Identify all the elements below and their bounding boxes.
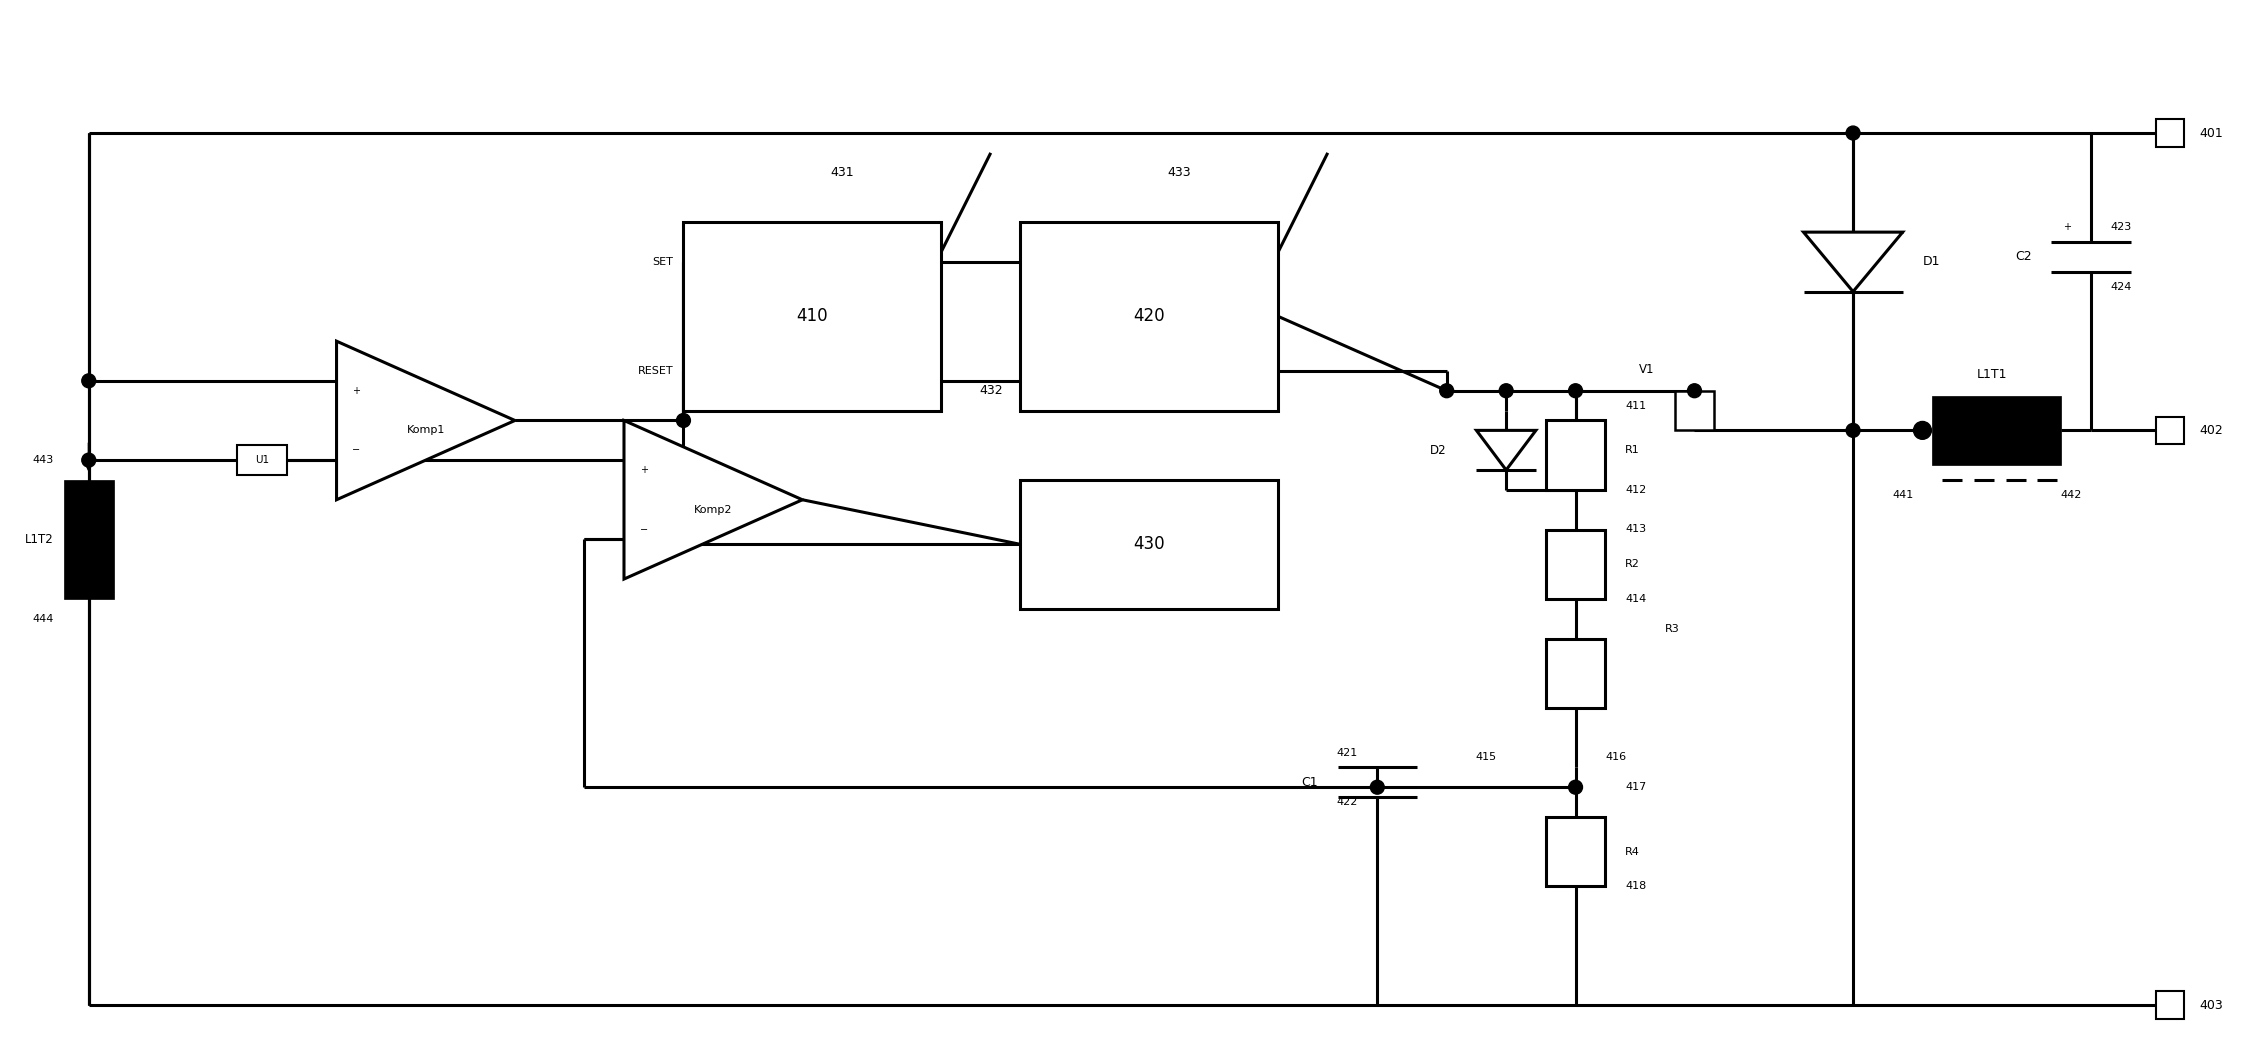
Text: R2: R2 — [1624, 559, 1640, 569]
Text: 424: 424 — [2110, 282, 2132, 291]
Text: 421: 421 — [1337, 748, 1358, 757]
Polygon shape — [623, 420, 802, 579]
Text: R4: R4 — [1624, 846, 1640, 857]
Bar — [63, 480, 113, 599]
Bar — [1545, 639, 1606, 707]
Circle shape — [1568, 383, 1584, 398]
Polygon shape — [1803, 232, 1902, 291]
Circle shape — [1500, 383, 1514, 398]
Text: 431: 431 — [831, 166, 854, 179]
Circle shape — [1846, 424, 1859, 437]
Text: V1: V1 — [1640, 363, 1656, 376]
Text: U1: U1 — [255, 455, 269, 465]
Bar — [1545, 420, 1606, 490]
Bar — [1021, 480, 1279, 609]
Text: R1: R1 — [1624, 445, 1640, 455]
Text: D2: D2 — [1430, 444, 1446, 456]
Circle shape — [81, 374, 95, 388]
Bar — [237, 445, 287, 475]
Circle shape — [675, 413, 691, 428]
Text: 401: 401 — [2198, 126, 2223, 140]
Text: Komp2: Komp2 — [694, 505, 732, 515]
Text: 417: 417 — [1624, 783, 1647, 792]
Text: +: + — [352, 385, 361, 396]
Circle shape — [1568, 780, 1584, 794]
Text: 441: 441 — [1893, 490, 1913, 500]
Text: L1T2: L1T2 — [25, 533, 54, 545]
Bar — [1545, 816, 1606, 886]
Text: 414: 414 — [1624, 594, 1647, 604]
Circle shape — [1913, 421, 1931, 439]
Text: 433: 433 — [1168, 166, 1190, 179]
Circle shape — [81, 453, 95, 467]
Text: D1: D1 — [1922, 255, 1940, 268]
Text: −: − — [639, 524, 648, 535]
Text: 444: 444 — [32, 614, 54, 624]
Text: 415: 415 — [1475, 753, 1495, 762]
Bar — [1931, 396, 2060, 465]
Text: C2: C2 — [2015, 250, 2031, 264]
Text: 411: 411 — [1624, 400, 1647, 411]
Text: +: + — [639, 465, 648, 475]
Text: SET: SET — [653, 257, 673, 267]
Text: −: − — [352, 445, 361, 455]
Text: R3: R3 — [1665, 624, 1678, 633]
Text: 443: 443 — [34, 455, 54, 465]
Circle shape — [1371, 780, 1385, 794]
Text: L1T1: L1T1 — [1977, 367, 2006, 381]
Text: 402: 402 — [2198, 424, 2223, 437]
Text: C1: C1 — [1301, 776, 1317, 789]
Bar — [2157, 120, 2184, 147]
Bar — [2157, 991, 2184, 1019]
Text: 423: 423 — [2110, 222, 2132, 232]
Circle shape — [1687, 383, 1701, 398]
Bar — [684, 222, 942, 411]
Circle shape — [1439, 383, 1453, 398]
Text: 422: 422 — [1335, 797, 1358, 807]
Polygon shape — [1477, 430, 1536, 470]
Text: 410: 410 — [797, 307, 829, 325]
Text: 416: 416 — [1606, 753, 1626, 762]
Text: +: + — [2062, 222, 2072, 232]
Text: 418: 418 — [1624, 881, 1647, 892]
Text: 442: 442 — [2060, 490, 2083, 500]
Bar — [1545, 530, 1606, 599]
Bar — [1674, 391, 1715, 430]
Text: 432: 432 — [978, 384, 1003, 397]
Text: 403: 403 — [2198, 999, 2223, 1011]
Text: 412: 412 — [1624, 485, 1647, 495]
Polygon shape — [337, 341, 515, 500]
Text: 413: 413 — [1624, 524, 1647, 535]
Text: 420: 420 — [1134, 307, 1166, 325]
Bar — [1021, 222, 1279, 411]
Text: 430: 430 — [1134, 536, 1166, 554]
Bar — [2157, 416, 2184, 445]
Circle shape — [1846, 126, 1859, 140]
Text: Komp1: Komp1 — [407, 426, 445, 435]
Text: RESET: RESET — [637, 366, 673, 376]
